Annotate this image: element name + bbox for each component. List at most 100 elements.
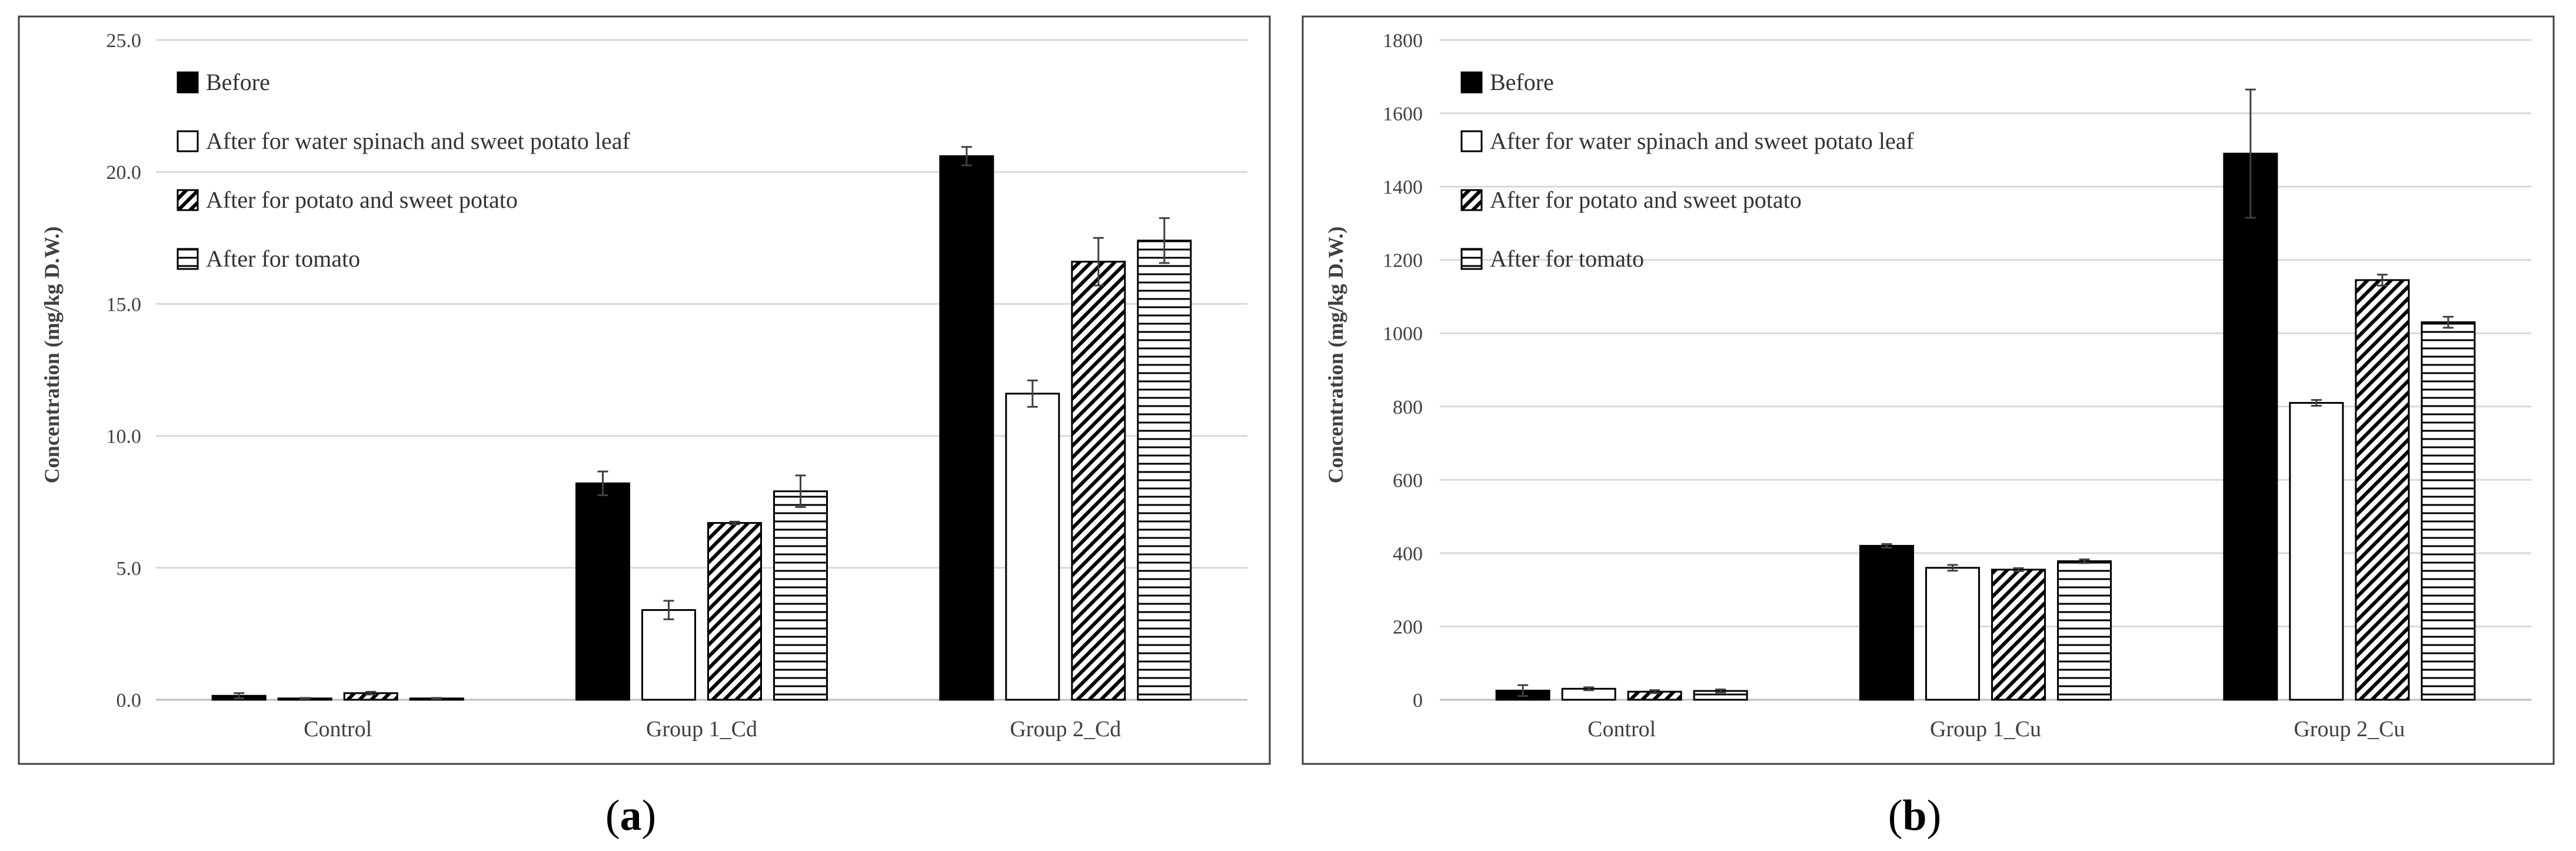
error-bar — [961, 146, 972, 167]
legend: Before After for water spinach and sweet … — [1460, 69, 1914, 272]
legend-label: Before — [206, 69, 270, 95]
error-bar — [1027, 379, 1038, 408]
y-tick-label: 10.0 — [106, 426, 142, 448]
error-bar — [365, 691, 377, 696]
bar — [939, 155, 994, 701]
y-tick-label: 1800 — [1383, 30, 1423, 52]
bar — [2057, 560, 2112, 701]
x-category-labels: Control Group 1_Cd Group 2_Cd — [304, 717, 1121, 742]
y-tick-label: 1600 — [1383, 104, 1423, 125]
y-tick-label: 600 — [1393, 470, 1423, 491]
x-category-label: Group 1_Cu — [1930, 717, 2041, 742]
legend: Before After for water spinach and sweet … — [177, 69, 630, 272]
error-bars — [234, 146, 1170, 700]
error-bar — [1715, 689, 1726, 694]
error-bar — [597, 470, 608, 496]
error-bar — [1517, 684, 1529, 697]
y-tick-label: 1400 — [1383, 177, 1423, 198]
error-bars — [1517, 88, 2454, 697]
bar — [2223, 152, 2278, 701]
bar — [707, 522, 762, 701]
bar — [1005, 393, 1060, 701]
grid-lines — [156, 39, 1247, 569]
y-tick-label: 5.0 — [117, 558, 142, 580]
bar — [1137, 240, 1192, 701]
y-tick-label: 200 — [1393, 616, 1423, 638]
panel-caption-letter: b — [1902, 792, 1926, 840]
legend-item: After for water spinach and sweet potato… — [177, 128, 630, 154]
y-axis-label: Concentration (mg/kg D.W.) — [1324, 227, 1347, 484]
bar — [1925, 567, 1980, 701]
y-tick-label: 25.0 — [106, 30, 142, 52]
legend-label: After for water spinach and sweet potato… — [1490, 128, 1914, 154]
bars — [1495, 152, 2476, 701]
legend-label: After for water spinach and sweet potato… — [206, 128, 630, 154]
grid-lines — [1440, 39, 2531, 627]
bar — [641, 609, 696, 701]
legend-swatch — [177, 71, 199, 94]
error-bar — [2245, 88, 2256, 219]
y-tick-labels: 0 200 400 600 800 1000 1200 1400 1600 1800 — [1383, 30, 1423, 712]
error-bar — [2377, 274, 2388, 287]
legend-swatch — [1460, 248, 1483, 270]
y-tick-label: 1200 — [1383, 250, 1423, 272]
chart-panel-b: 0 200 400 600 800 1000 1200 1400 1600 1800 Contro… — [1302, 15, 2555, 765]
error-bar — [1159, 217, 1170, 264]
x-category-label: Group 2_Cd — [1010, 717, 1121, 742]
legend-item: Before — [1460, 69, 1554, 95]
legend-item: After for water spinach and sweet potato… — [1460, 128, 1914, 154]
legend-swatch — [177, 130, 199, 152]
x-category-label: Control — [304, 717, 372, 742]
error-bar — [431, 697, 442, 700]
legend-label: Before — [1490, 69, 1554, 95]
y-tick-label: 20.0 — [106, 162, 142, 184]
bar — [2355, 279, 2410, 701]
legend-label: After for tomato — [206, 245, 360, 272]
bar — [1071, 261, 1126, 701]
error-bar — [795, 474, 806, 508]
y-axis-label: Concentration (mg/kg D.W.) — [40, 227, 64, 484]
error-bar — [2079, 558, 2090, 564]
legend-swatch — [1460, 130, 1483, 152]
error-bar — [2013, 567, 2024, 572]
error-bar — [663, 600, 674, 620]
y-tick-label: 1000 — [1383, 323, 1423, 345]
legend-label: After for tomato — [1490, 245, 1644, 272]
legend-item: Before — [177, 69, 270, 95]
panel-caption-b: (b) — [1888, 792, 1941, 840]
legend-swatch — [177, 189, 199, 211]
bars — [211, 155, 1192, 701]
x-category-label: Group 2_Cu — [2294, 717, 2405, 742]
error-bar — [2311, 399, 2322, 407]
y-tick-label: 0 — [1413, 690, 1423, 712]
legend-item: After for tomato — [1460, 245, 1644, 272]
panel-caption-a: (a) — [605, 792, 656, 840]
legend-item: After for tomato — [177, 245, 360, 272]
error-bar — [1649, 689, 1660, 694]
error-bar — [234, 692, 245, 700]
y-tick-label: 800 — [1393, 397, 1423, 418]
y-tick-label: 15.0 — [106, 294, 142, 315]
error-bar — [2442, 315, 2454, 329]
y-tick-label: 0.0 — [117, 690, 142, 712]
error-bar — [1947, 564, 1958, 572]
bar — [1991, 569, 2046, 701]
legend-label: After for potato and sweet potato — [1490, 187, 1802, 213]
bar — [2289, 402, 2344, 701]
error-bar — [729, 520, 740, 526]
x-category-labels: Control Group 1_Cu Group 2_Cu — [1587, 717, 2405, 742]
x-category-label: Control — [1587, 717, 1656, 742]
chart-panel-a: 0.0 5.0 10.0 15.0 20.0 25.0 Control Group 1_Cd… — [18, 15, 1271, 765]
y-tick-label: 400 — [1393, 543, 1423, 565]
error-bar — [1583, 686, 1595, 692]
legend-label: After for potato and sweet potato — [206, 187, 518, 213]
panel-caption-letter: a — [620, 792, 642, 840]
x-category-label: Group 1_Cd — [646, 717, 757, 742]
error-bar — [299, 697, 311, 700]
legend-swatch — [1460, 71, 1483, 94]
y-tick-labels: 0.0 5.0 10.0 15.0 20.0 25.0 — [106, 30, 142, 712]
legend-item: After for potato and sweet potato — [1460, 187, 1802, 213]
bar — [2421, 321, 2476, 701]
bar — [1859, 544, 1914, 701]
